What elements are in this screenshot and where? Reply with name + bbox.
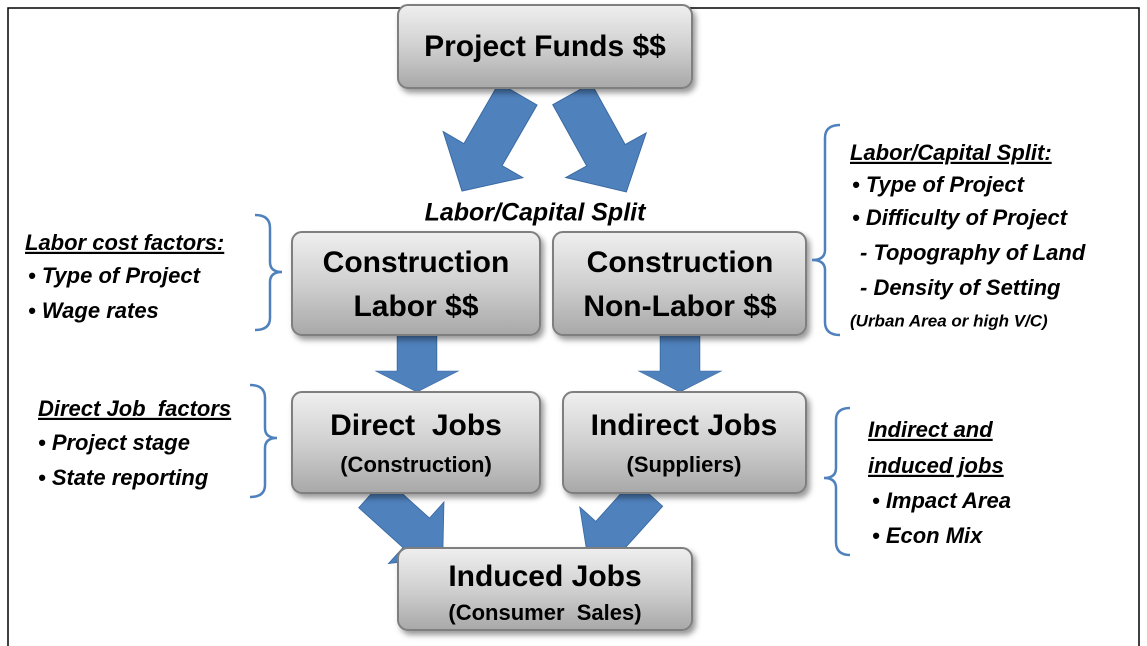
node-label: Project Funds $$: [424, 30, 666, 63]
arrow: [638, 335, 722, 393]
box: [291, 391, 541, 494]
note-item: (Urban Area or high V/C): [850, 311, 1048, 330]
box: [291, 231, 541, 336]
node-label: (Construction): [340, 452, 492, 477]
note-heading: Labor/Capital Split:: [850, 140, 1052, 165]
brace: [811, 123, 841, 337]
arrow: [375, 335, 459, 393]
brace: [249, 383, 278, 499]
node-label: Construction: [323, 246, 510, 279]
box: [552, 231, 807, 336]
node-label: (Suppliers): [627, 452, 742, 477]
note-item: - Topography of Land: [860, 240, 1086, 265]
note-heading: Direct Job factors: [38, 396, 231, 421]
box: [397, 547, 693, 631]
node-label: Direct Jobs: [330, 409, 502, 442]
arrow: [531, 71, 668, 215]
note-item: • Type of Project: [852, 172, 1026, 197]
box: [562, 391, 807, 494]
brace: [823, 406, 851, 557]
note-item: • Type of Project: [28, 263, 202, 288]
note-item: - Density of Setting: [860, 275, 1061, 300]
note-item: • Wage rates: [28, 298, 159, 323]
note-item: • Econ Mix: [872, 523, 983, 548]
note-heading: Labor cost factors:: [25, 230, 224, 255]
node-label: Indirect Jobs: [591, 409, 778, 442]
brace: [254, 213, 283, 332]
arrow: [421, 70, 559, 215]
node-label: (Consumer Sales): [448, 600, 641, 625]
box: [397, 4, 693, 89]
note-item: • Project stage: [38, 430, 190, 455]
split-label: Labor/Capital Split: [425, 199, 648, 227]
note-item: • State reporting: [38, 465, 209, 490]
node-label: Construction: [587, 246, 774, 279]
note-item: • Difficulty of Project: [852, 205, 1069, 230]
note-heading: Indirect and: [868, 417, 993, 442]
node-label: Non-Labor $$: [583, 290, 777, 323]
note-item: • Impact Area: [872, 488, 1011, 513]
node-label: Labor $$: [353, 290, 478, 323]
node-label: Induced Jobs: [448, 560, 641, 593]
note-heading: induced jobs: [868, 453, 1004, 478]
